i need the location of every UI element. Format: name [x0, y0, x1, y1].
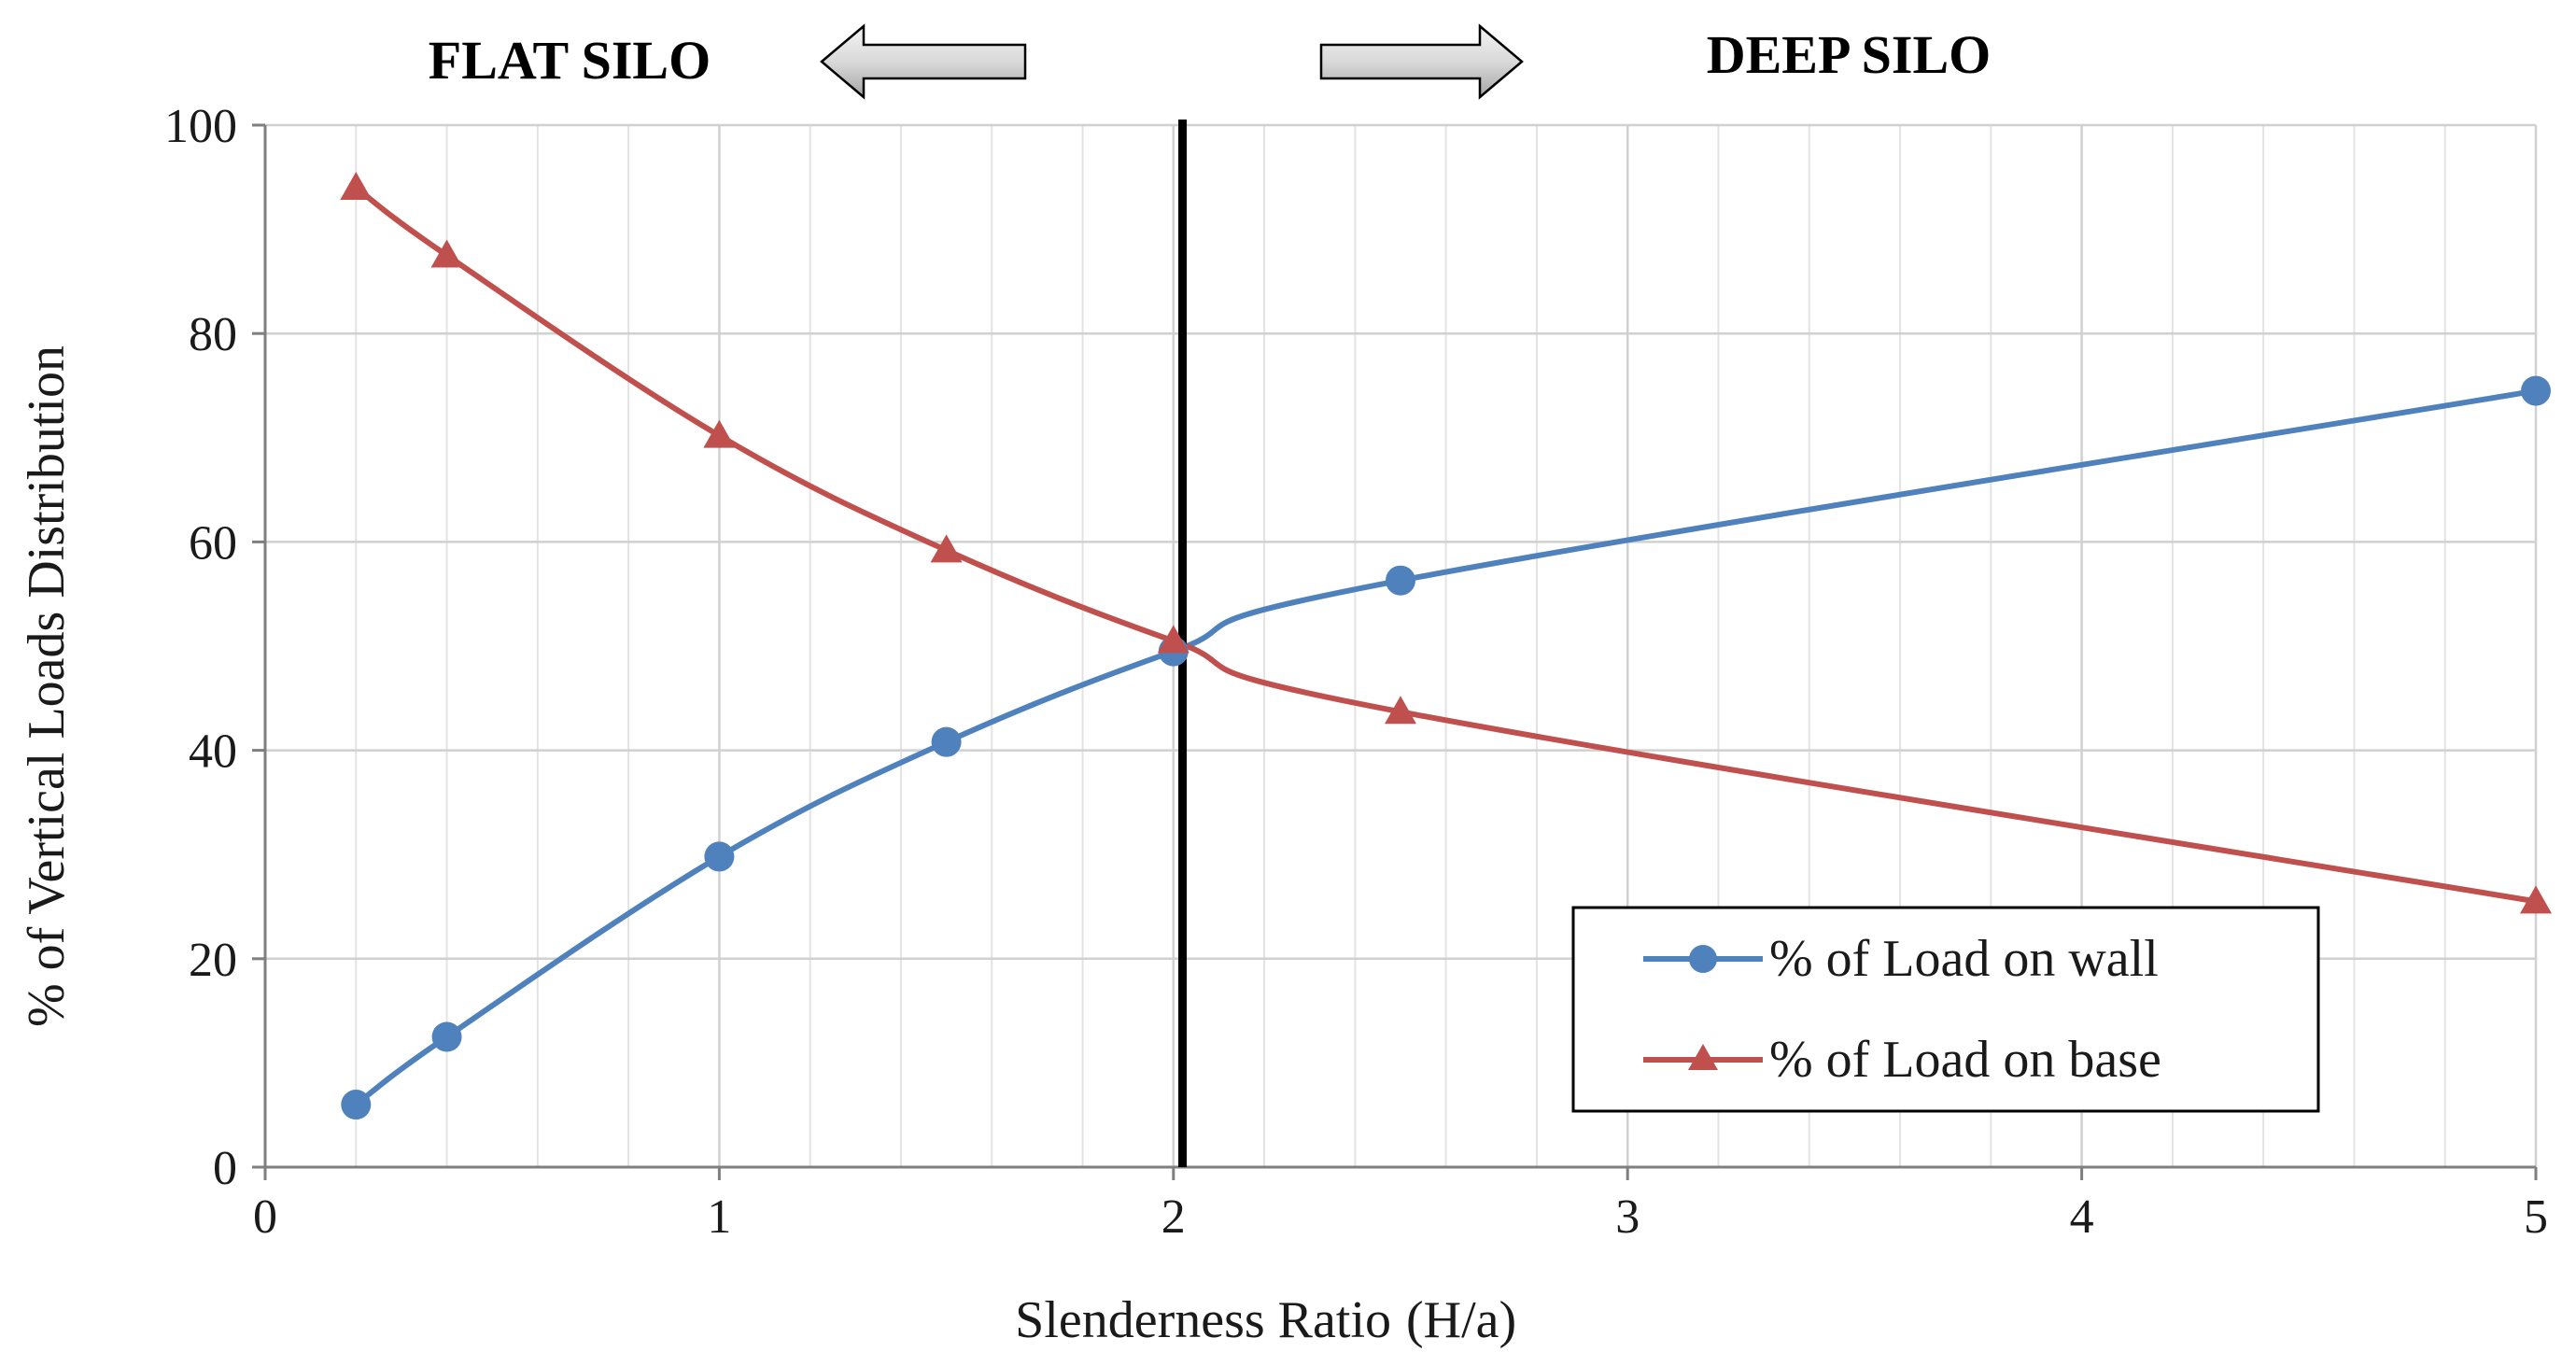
x-tick-label: 4: [2070, 1190, 2094, 1244]
base-data-point: [340, 171, 373, 200]
x-tick-label: 1: [707, 1190, 731, 1244]
series-markers: [340, 171, 2552, 1120]
series-line-wall: [354, 387, 2537, 1107]
base-data-point: [1157, 625, 1189, 654]
wall-data-point: [431, 1021, 462, 1052]
x-axis-unit: (H/a): [1406, 1291, 1516, 1349]
y-tick-label: 40: [189, 725, 237, 779]
wall-data-point: [341, 1090, 372, 1120]
y-tick-labels: 0 20 40 60 80 100: [164, 100, 237, 1195]
base-data-point: [930, 534, 963, 563]
deep-silo-label: DEEP SILO: [1707, 24, 1992, 85]
y-tick-label: 20: [189, 934, 237, 987]
legend-wall-marker: [1689, 945, 1717, 973]
legend: % of Load on wall % of Load on base: [1571, 906, 2320, 1113]
legend-wall-label: % of Load on wall: [1769, 930, 2159, 988]
y-tick-label: 60: [189, 516, 237, 570]
x-tick-labels: 0 1 2 3 4 5: [253, 1190, 2548, 1244]
wall-data-point: [704, 841, 735, 872]
axes: [252, 123, 2538, 1180]
y-axis-title: % of Vertical Loads Distribution: [18, 345, 76, 1027]
base-data-point: [1385, 696, 1416, 725]
x-tick-label: 5: [2524, 1190, 2548, 1244]
x-tick-label: 3: [1615, 1190, 1640, 1244]
x-axis-title: Slenderness Ratio: [1015, 1291, 1391, 1349]
legend-base-marker: [1688, 1044, 1718, 1070]
base-data-point: [703, 419, 736, 448]
x-tick-label: 0: [253, 1190, 277, 1244]
y-tick-label: 80: [189, 308, 237, 361]
y-tick-label: 0: [213, 1142, 237, 1195]
flat-silo-label: FLAT SILO: [429, 30, 711, 91]
legend-box: [1571, 906, 2320, 1113]
base-data-point: [430, 239, 463, 268]
base-data-point: [2520, 885, 2552, 914]
wall-data-point: [1386, 565, 1415, 596]
legend-base-label: % of Load on base: [1769, 1031, 2161, 1089]
wall-data-point: [2521, 375, 2551, 406]
left-arrow-icon: [820, 23, 1027, 100]
x-tick-label: 2: [1161, 1190, 1186, 1244]
right-arrow-icon: [1319, 23, 1524, 100]
series-lines: [354, 185, 2537, 1107]
wall-data-point: [931, 726, 962, 757]
y-tick-label: 100: [164, 100, 237, 153]
series-line-base: [354, 185, 2537, 905]
